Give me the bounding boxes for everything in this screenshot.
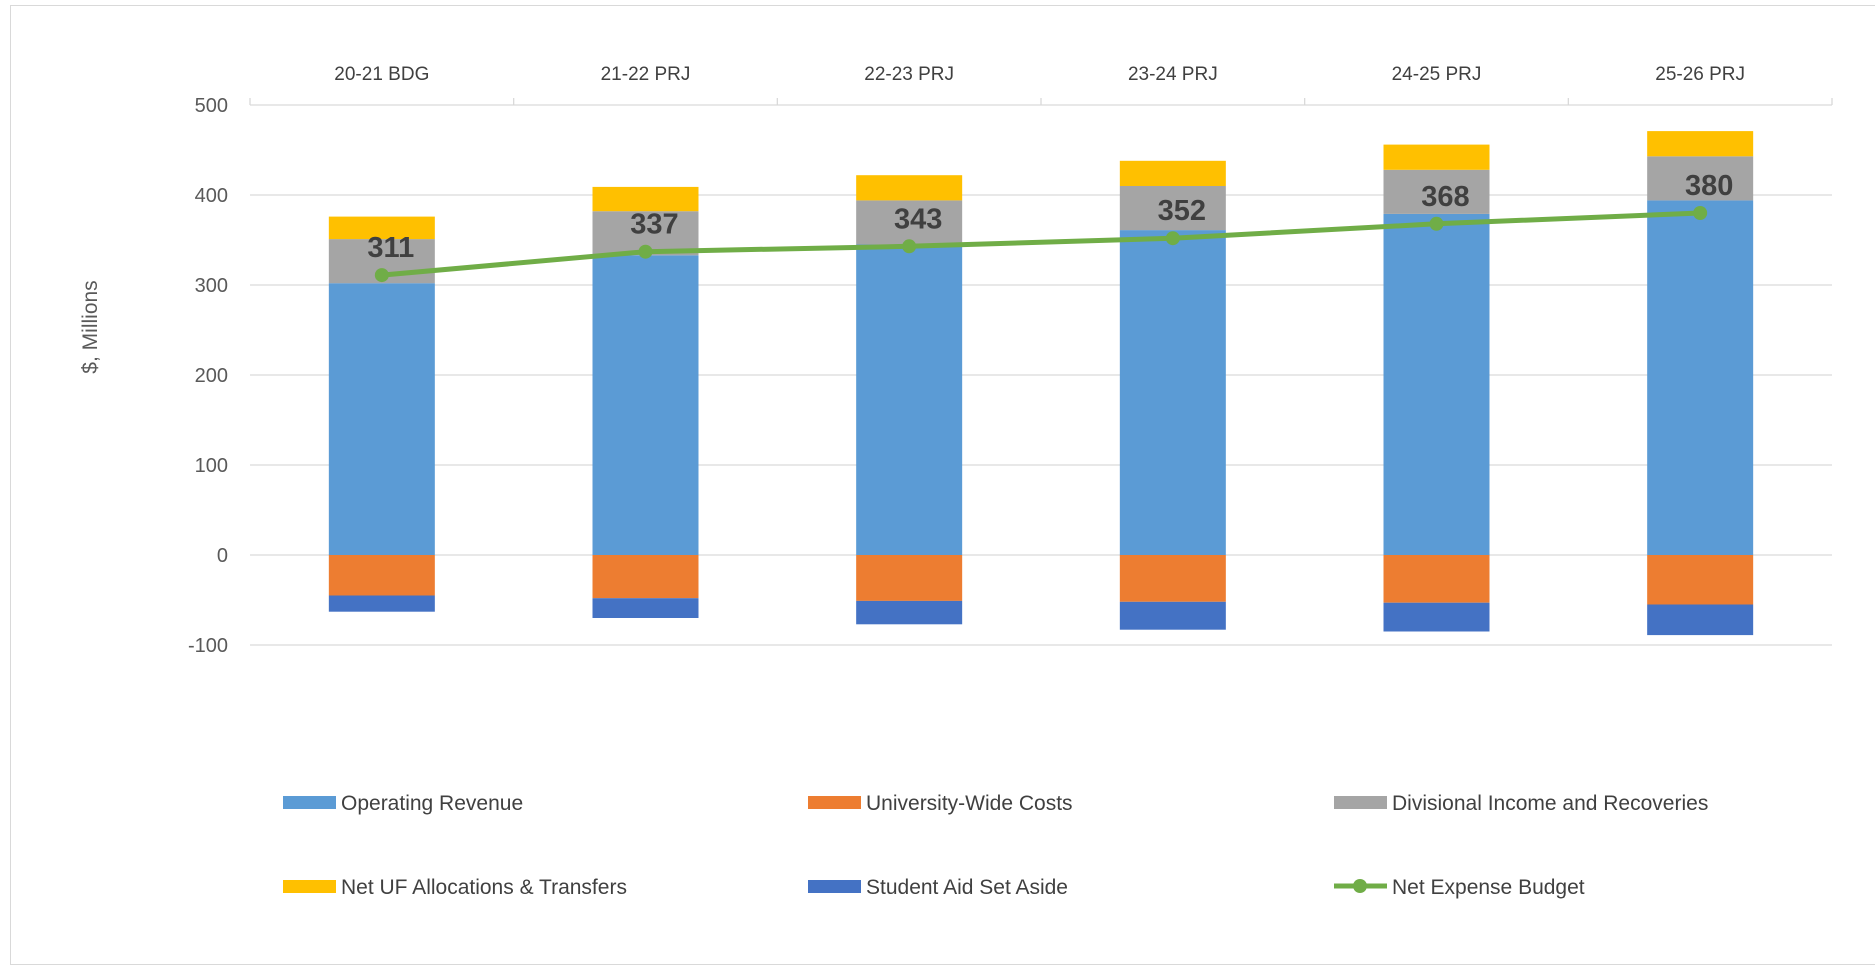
bar-student-aid-set-aside [1383,602,1490,632]
bar-university-wide-costs [328,555,435,596]
net-expense-point [1165,231,1180,246]
legend-swatch [283,796,336,809]
y-tick-label: 200 [195,365,228,387]
bar-operating-revenue [1647,200,1754,555]
net-expense-point [1429,216,1444,231]
bar-operating-revenue [328,283,435,555]
legend-swatch [808,796,861,809]
bar-university-wide-costs [856,555,963,601]
legend-swatch [808,880,861,893]
bar-operating-revenue [1119,230,1226,555]
net-expense-data-label: 380 [1685,170,1733,202]
net-expense-point [1693,206,1708,220]
bar-operating-revenue [1383,213,1490,555]
legend-item: Operating Revenue [283,792,523,815]
bar-operating-revenue [856,244,963,555]
legend-label: Net UF Allocations & Transfers [341,876,627,899]
bar-student-aid-set-aside [592,598,699,618]
bar-operating-revenue [592,255,699,556]
legend-item: University-Wide Costs [808,792,1073,815]
net-expense-point [902,239,917,254]
bar-divisional-income-and-recoveries [1647,156,1754,201]
net-expense-data-label: 343 [894,203,942,235]
net-expense-point [638,244,653,259]
y-tick-label: -100 [188,635,228,657]
bar-university-wide-costs [592,555,699,599]
net-expense-line-path [379,210,1703,278]
legend-marker [1353,879,1367,893]
y-tick-label: 100 [195,455,228,477]
x-category-label: 24-25 PRJ [1392,64,1482,85]
bar-net-uf-allocations-transfers [1647,131,1754,157]
legend: Operating Revenue University-Wide Costs Di… [283,792,1708,899]
legend-item: Divisional Income and Recoveries [1334,792,1708,815]
y-tick-label: 0 [217,545,228,567]
bar-net-uf-allocations-transfers [1119,160,1226,186]
net-expense-line [374,206,1708,283]
x-axis-categories: 20-21 BDG 21-22 PRJ 22-23 PRJ 23-24 PRJ 24-2… [249,64,1833,105]
bar-university-wide-costs [1119,555,1226,602]
bar-net-uf-allocations-transfers [1383,144,1490,170]
legend-label: Net Expense Budget [1392,876,1585,899]
legend-label: Operating Revenue [341,792,523,815]
net-expense-data-label: 337 [630,209,678,241]
legend-item: Student Aid Set Aside [808,876,1068,899]
bar-university-wide-costs [1383,555,1490,603]
y-axis-ticks: -100 0 100 200 300 400 500 [188,95,228,657]
net-expense-point [374,268,389,283]
x-category-label: 21-22 PRJ [601,64,691,85]
bars [328,131,1754,636]
legend-label: University-Wide Costs [866,792,1073,815]
bar-student-aid-set-aside [1647,604,1754,636]
bar-divisional-income-and-recoveries [856,200,963,245]
bar-net-uf-allocations-transfers [856,175,963,201]
y-axis-title: $, Millions [79,280,102,373]
x-category-label: 20-21 BDG [334,64,429,85]
data-labels: 311 337 343 352 368 380 [367,170,1733,264]
gridlines [250,104,1832,646]
y-tick-label: 500 [195,95,228,117]
legend-swatch [283,880,336,893]
bar-student-aid-set-aside [856,600,963,625]
bar-student-aid-set-aside [328,595,435,612]
net-expense-data-label: 352 [1158,195,1206,227]
legend-label: Student Aid Set Aside [866,876,1068,899]
y-tick-label: 300 [195,275,228,297]
bar-net-uf-allocations-transfers [328,216,435,240]
bar-net-uf-allocations-transfers [592,186,699,212]
net-expense-data-label: 311 [367,232,414,264]
x-category-label: 25-26 PRJ [1655,64,1745,85]
bar-student-aid-set-aside [1119,601,1226,630]
legend-item: Net Expense Budget [1334,876,1585,899]
x-category-label: 22-23 PRJ [864,64,954,85]
bar-university-wide-costs [1647,555,1754,605]
legend-item: Net UF Allocations & Transfers [283,876,627,899]
legend-swatch [1334,796,1387,809]
bar-divisional-income-and-recoveries [1383,169,1490,214]
y-tick-label: 400 [195,185,228,207]
bar-divisional-income-and-recoveries [1119,186,1226,231]
x-category-label: 23-24 PRJ [1128,64,1218,85]
net-expense-data-label: 368 [1421,181,1469,213]
legend-label: Divisional Income and Recoveries [1392,792,1708,815]
